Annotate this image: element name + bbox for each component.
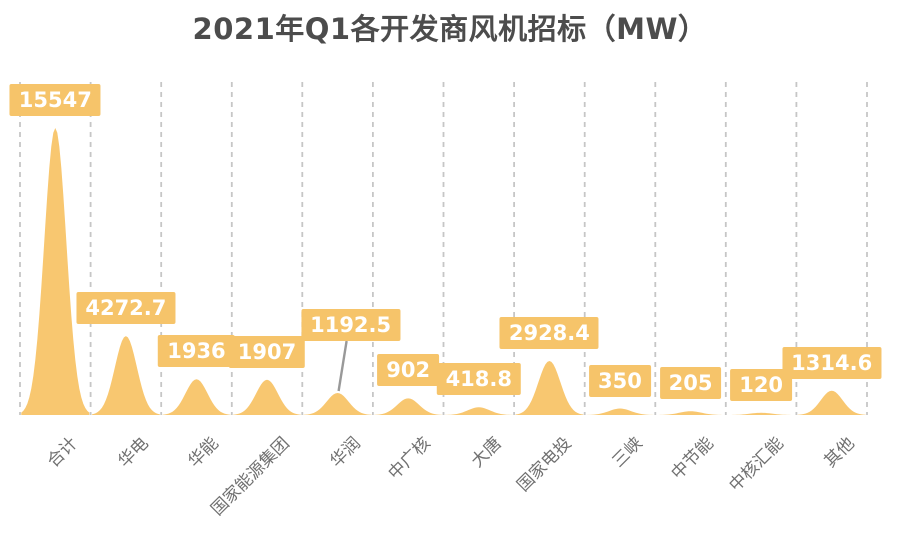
peak-area — [586, 408, 654, 415]
peak-area — [374, 398, 443, 415]
chart-title: 2021年Q1各开发商风机招标（MW） — [192, 12, 708, 46]
peak-area — [797, 390, 866, 415]
peak-area — [444, 407, 513, 415]
peak-area — [233, 379, 301, 415]
peak-area — [515, 360, 584, 415]
peak-area — [21, 128, 90, 415]
peak-area — [656, 411, 725, 415]
peak-area — [91, 336, 160, 415]
peak-area — [162, 379, 231, 415]
peak-area — [303, 392, 372, 415]
peak-area — [727, 412, 796, 415]
label-leader-line — [337, 340, 348, 392]
